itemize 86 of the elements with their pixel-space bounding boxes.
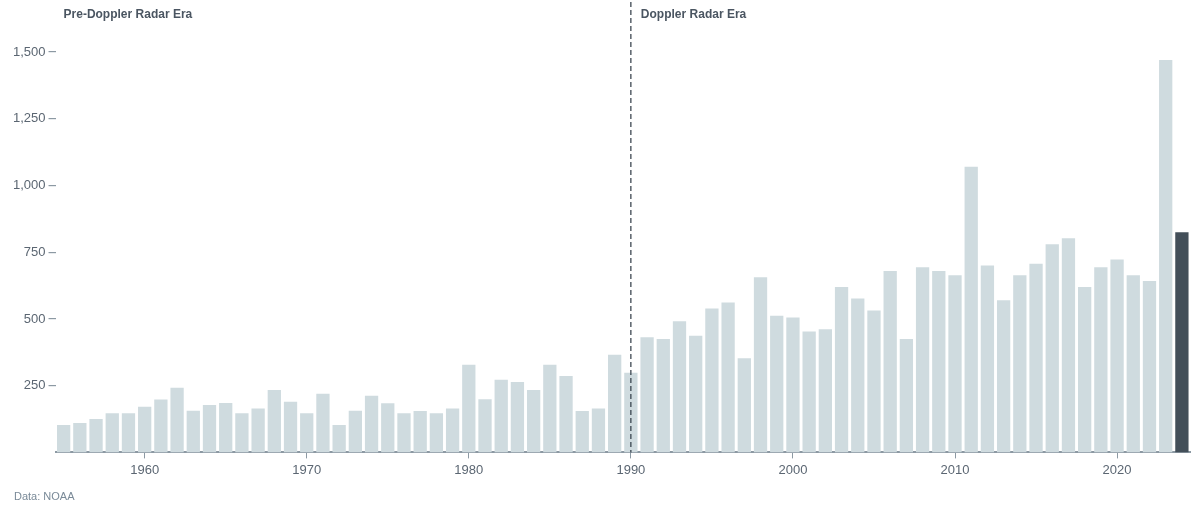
bar <box>364 395 379 453</box>
bar <box>1045 244 1059 453</box>
bar <box>543 364 557 453</box>
y-tick-label: 250 <box>23 377 46 393</box>
bar <box>802 331 816 453</box>
x-tick-label: 2020 <box>1102 461 1132 477</box>
bar <box>834 286 849 453</box>
ref-line-label: Doppler Radar Era <box>640 7 747 22</box>
bar <box>948 275 962 453</box>
y-tick-label: 1,500 <box>12 43 46 59</box>
bar <box>851 298 865 453</box>
bar <box>996 300 1011 453</box>
bar <box>1013 275 1027 453</box>
x-tick-label: 1990 <box>616 461 646 477</box>
bar <box>1110 259 1124 453</box>
bar <box>705 308 719 453</box>
bar <box>656 338 670 453</box>
bar <box>932 270 946 453</box>
bar <box>737 358 751 453</box>
y-tick-label: 1,250 <box>12 110 46 126</box>
x-tick-label: 1960 <box>130 461 160 477</box>
bar <box>899 338 914 453</box>
bar <box>624 372 638 453</box>
x-tick-label: 2010 <box>940 461 970 477</box>
x-tick-label: 2000 <box>778 461 808 477</box>
bar <box>283 401 298 453</box>
bar <box>883 270 897 453</box>
bar <box>316 393 330 453</box>
bar <box>202 404 217 453</box>
text: Data: NOAA <box>14 490 75 502</box>
bar <box>219 403 233 453</box>
bar <box>770 315 784 453</box>
bar <box>575 411 589 453</box>
bar <box>89 419 103 453</box>
bar <box>300 413 314 453</box>
bar <box>1094 267 1108 453</box>
bar <box>170 387 184 453</box>
bar <box>964 166 978 453</box>
bar <box>1142 281 1157 453</box>
y-tick-label: 750 <box>23 243 46 259</box>
x-tick-label: 1970 <box>292 461 322 477</box>
bar <box>1029 263 1043 453</box>
x-tick-label: 1980 <box>454 461 484 477</box>
y-tick-label: 1,000 <box>12 177 46 193</box>
bar <box>267 389 281 453</box>
bar <box>689 335 703 453</box>
bar <box>786 317 800 453</box>
bar <box>672 321 687 453</box>
bar <box>494 379 508 453</box>
bar <box>413 411 427 453</box>
bar <box>381 403 395 453</box>
bar <box>867 310 881 453</box>
bar <box>56 424 71 453</box>
bar <box>445 408 460 453</box>
bar <box>235 413 249 453</box>
bar <box>397 413 411 453</box>
bar <box>186 410 200 453</box>
bar <box>105 413 119 453</box>
bar <box>154 399 168 453</box>
bar <box>478 399 492 453</box>
bar <box>138 406 152 453</box>
bar <box>591 408 606 453</box>
bar <box>980 265 995 453</box>
bar <box>121 413 136 453</box>
bar <box>429 413 444 453</box>
text: Pre-Doppler Radar Era <box>63 7 193 22</box>
bar <box>1175 232 1189 453</box>
bar <box>332 424 346 453</box>
bar <box>1078 286 1092 453</box>
bar <box>640 337 654 453</box>
bar <box>559 376 573 453</box>
bar <box>462 364 476 453</box>
bar <box>753 277 768 453</box>
bar <box>73 423 87 453</box>
bar <box>608 354 622 453</box>
bar <box>1159 60 1173 453</box>
y-tick-label: 500 <box>23 310 46 326</box>
bar <box>510 381 525 453</box>
bar <box>348 410 362 453</box>
bar <box>721 302 735 453</box>
bar <box>526 389 541 453</box>
bar <box>818 329 832 453</box>
bar <box>251 408 265 453</box>
bar <box>1061 238 1076 453</box>
bar <box>915 267 930 453</box>
bar <box>1126 275 1140 453</box>
